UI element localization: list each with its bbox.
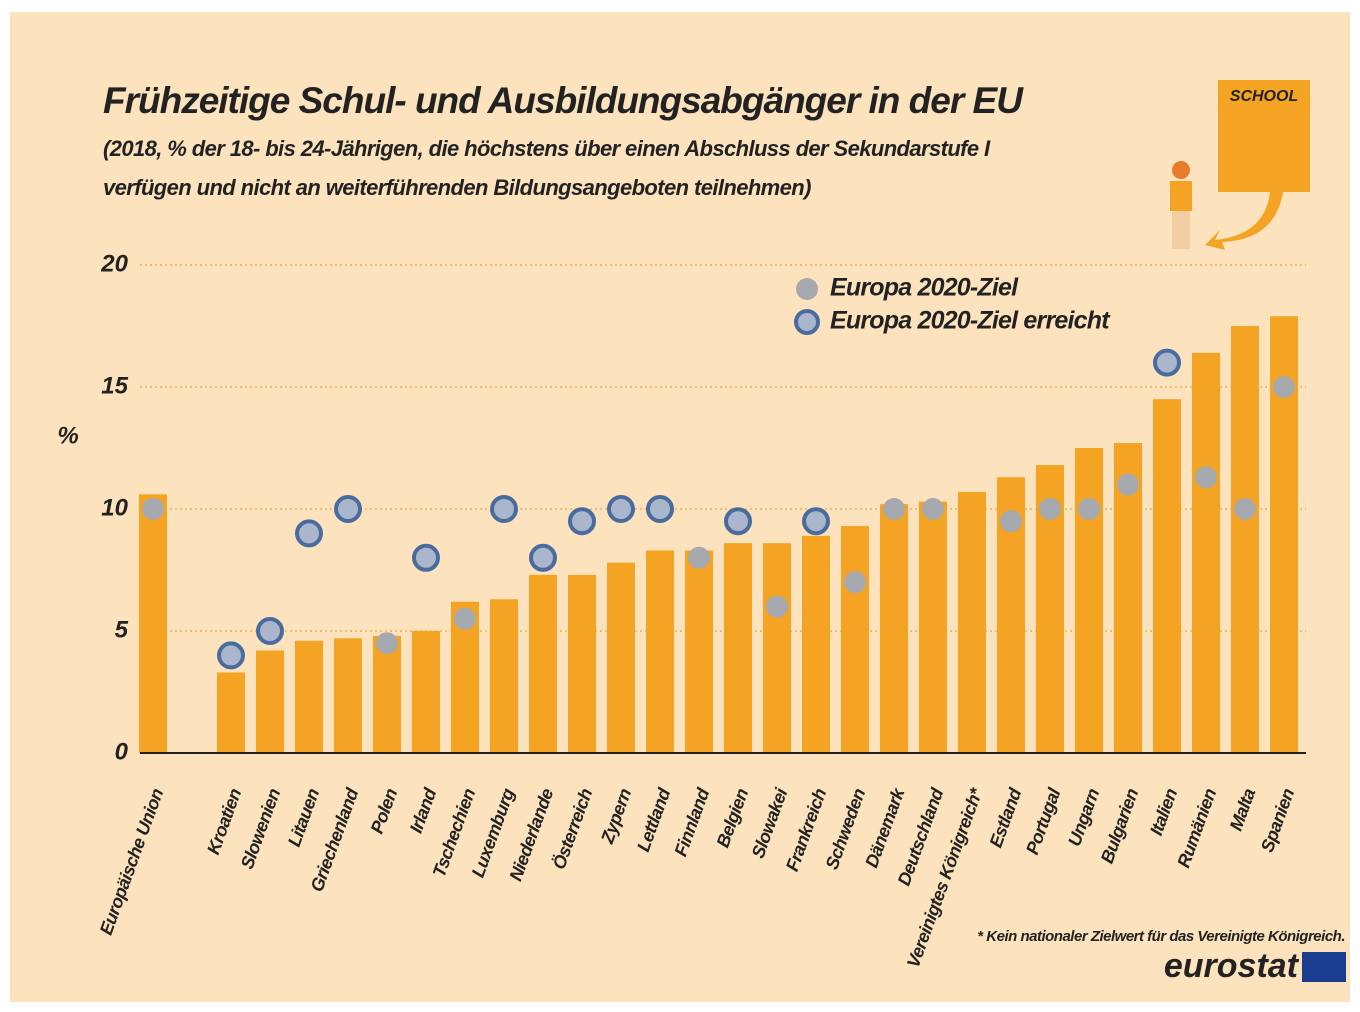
bar xyxy=(256,651,284,753)
bar xyxy=(412,631,440,753)
target-marker xyxy=(804,509,828,533)
target-marker xyxy=(531,546,555,570)
chart: Frühzeitige Schul- und Ausbildungsabgäng… xyxy=(0,0,1360,1012)
target-marker xyxy=(1000,510,1022,532)
bar xyxy=(919,502,947,753)
target-marker xyxy=(570,509,594,533)
bar xyxy=(1075,448,1103,753)
target-marker xyxy=(414,546,438,570)
bar xyxy=(1153,399,1181,753)
bar xyxy=(1231,326,1259,753)
target-marker xyxy=(844,571,866,593)
target-marker xyxy=(336,497,360,521)
legend-label: Europa 2020-Ziel xyxy=(830,274,1019,302)
target-marker xyxy=(1078,498,1100,520)
bar xyxy=(1192,353,1220,753)
y-tick-label: 20 xyxy=(100,250,128,277)
y-tick-label: 15 xyxy=(101,372,128,399)
bar xyxy=(217,672,245,753)
y-tick-label: 10 xyxy=(101,494,128,521)
target-marker xyxy=(609,497,633,521)
bar xyxy=(958,492,986,753)
legend-label: Europa 2020-Ziel erreicht xyxy=(830,307,1111,335)
target-marker xyxy=(297,521,321,545)
bar xyxy=(490,599,518,753)
target-marker xyxy=(766,596,788,618)
footnote: * Kein nationaler Zielwert für das Verei… xyxy=(977,928,1345,945)
subtitle: verfügen und nicht an weiterführenden Bi… xyxy=(103,175,811,200)
bar xyxy=(607,563,635,753)
eu-flag-logo xyxy=(1302,952,1346,982)
target-marker xyxy=(258,619,282,643)
target-marker xyxy=(726,509,750,533)
y-tick-label: 0 xyxy=(115,738,129,765)
target-marker xyxy=(1155,351,1179,375)
chart-title: Frühzeitige Schul- und Ausbildungsabgäng… xyxy=(103,80,1024,121)
target-marker xyxy=(454,608,476,630)
subtitle: (2018, % der 18- bis 24-Jährigen, die hö… xyxy=(103,136,991,161)
legend-marker xyxy=(796,278,818,300)
target-marker xyxy=(1117,474,1139,496)
bar xyxy=(295,641,323,753)
target-marker xyxy=(648,497,672,521)
bar xyxy=(139,494,167,753)
bar xyxy=(763,543,791,753)
bar xyxy=(724,543,752,753)
illustration-label: SCHOOL xyxy=(1230,88,1298,105)
target-marker xyxy=(883,498,905,520)
source-logo: eurostat xyxy=(1164,947,1300,985)
bar xyxy=(334,638,362,753)
bar xyxy=(529,575,557,753)
legend-marker xyxy=(796,311,818,333)
target-marker xyxy=(922,498,944,520)
target-marker xyxy=(1273,376,1295,398)
bar xyxy=(568,575,596,753)
bar xyxy=(880,504,908,753)
bar xyxy=(646,550,674,753)
target-marker xyxy=(688,547,710,569)
bar xyxy=(802,536,830,753)
target-marker xyxy=(1195,466,1217,488)
bar xyxy=(841,526,869,753)
y-axis-label: % xyxy=(57,422,78,449)
target-marker xyxy=(142,498,164,520)
y-tick-label: 5 xyxy=(115,616,129,643)
bar xyxy=(685,550,713,753)
target-marker xyxy=(376,632,398,654)
target-marker xyxy=(1234,498,1256,520)
target-marker xyxy=(492,497,516,521)
target-marker xyxy=(219,643,243,667)
target-marker xyxy=(1039,498,1061,520)
